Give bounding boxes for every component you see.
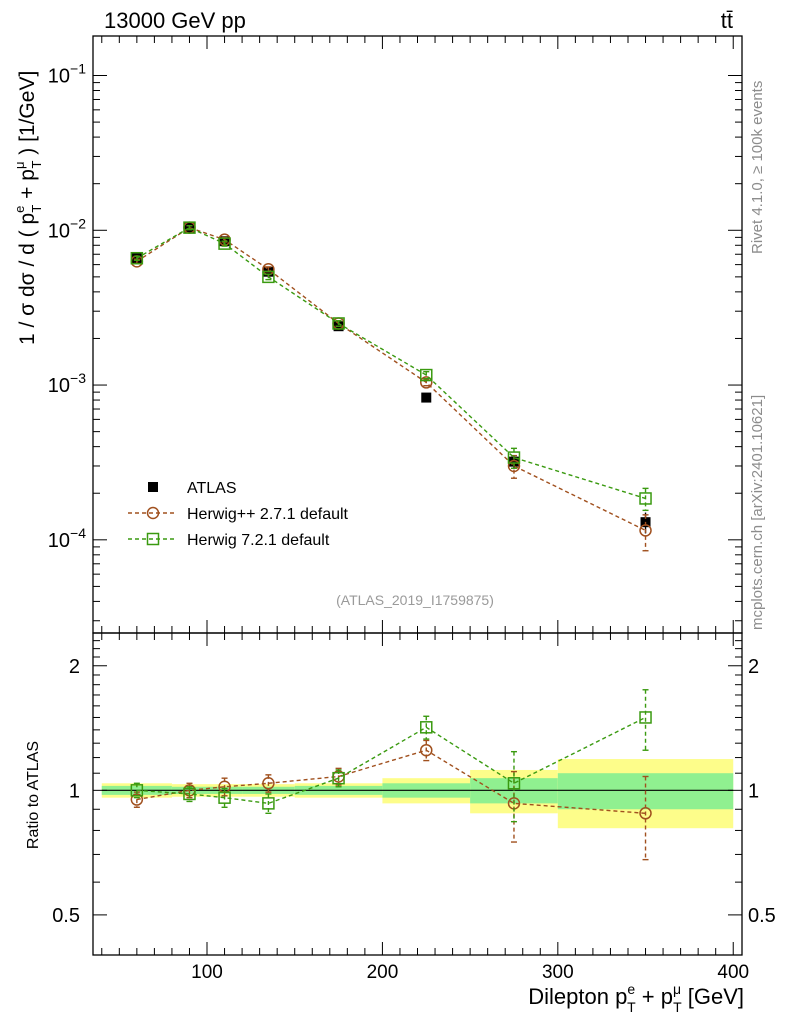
- legend-marker-measured: [148, 482, 158, 492]
- data-point-square: [507, 451, 521, 464]
- legend-item: Herwig++ 2.7.1 default: [128, 506, 349, 523]
- series-line: [136, 226, 646, 532]
- ratio-series: [130, 689, 652, 861]
- ratio-y-axis-title: Ratio to ATLAS: [25, 741, 42, 849]
- legend: ATLAS Herwig++ 2.7.1 default Herwig 7.2.1 …: [128, 480, 349, 549]
- ratio-y-tick-label-right: 1: [748, 780, 759, 802]
- ratio-y-tick-label-right: 0.5: [748, 905, 776, 927]
- data-point-square: [420, 721, 433, 734]
- data-point-measured: [508, 456, 519, 467]
- data-point-square: [262, 797, 275, 810]
- legend-item: ATLAS: [148, 480, 237, 497]
- ratio-axes: 100 200 300 400 2 2 1 1 0.5 0.5: [52, 632, 776, 983]
- legend-label: Herwig++ 2.7.1 default: [187, 506, 349, 523]
- data-point-square: [332, 771, 345, 785]
- ratio-plot-area: [101, 759, 734, 829]
- data-point-square: [420, 368, 433, 382]
- data-point-square: [146, 532, 160, 546]
- data-point-circle: [507, 459, 521, 473]
- data-point-square: [639, 711, 652, 724]
- x-axis-title: Dilepton pe T + pμ T [GeV]: [528, 981, 744, 1015]
- data-point-square: [130, 784, 144, 797]
- rivet-label: Rivet 4.1.0, ≥ 100k events: [749, 81, 766, 254]
- y-tick-label: 10−4: [48, 525, 86, 552]
- x-tick-label: 400: [717, 962, 749, 983]
- header-left: 13000 GeV pp: [104, 8, 246, 33]
- x-tick-label: 200: [367, 962, 399, 983]
- data-point-circle: [146, 506, 160, 520]
- data-point-square: [130, 251, 144, 265]
- header-right: tt̄: [721, 8, 733, 33]
- ratio-y-tick-label-right: 2: [748, 656, 759, 678]
- y-tick-label: 10−3: [48, 370, 86, 397]
- data-point-circle: [639, 807, 652, 820]
- series-line: [136, 226, 646, 500]
- ratio-y-tick-label: 1: [69, 780, 80, 802]
- data-point-square: [262, 270, 275, 284]
- data-point-square: [183, 221, 196, 234]
- legend-label: ATLAS: [187, 480, 237, 497]
- main-y-axis-title: 1 / σ dσ / d ( pe T + pμ T ) [1/GeV]: [12, 71, 44, 345]
- legend-label: Herwig 7.2.1 default: [187, 532, 330, 549]
- data-point-square: [332, 317, 345, 330]
- y-tick-label: 10−2: [48, 215, 86, 242]
- data-point-measured: [421, 392, 432, 403]
- data-point-square: [218, 791, 231, 804]
- x-tick-label: 300: [542, 962, 574, 983]
- data-point-square: [218, 237, 231, 250]
- main-axes: 10−1 10−2 10−3 10−4: [48, 35, 743, 634]
- data-point-square: [507, 777, 521, 790]
- main-series: [130, 221, 652, 552]
- analysis-watermark: (ATLAS_2019_I1759875): [336, 592, 494, 608]
- data-point-circle: [420, 376, 433, 389]
- mcplots-label: mcplots.cern.ch [arXiv:2401.10621]: [749, 395, 766, 630]
- ratio-y-tick-label: 0.5: [52, 905, 80, 927]
- data-point-square: [183, 787, 196, 801]
- data-point-circle: [420, 743, 433, 757]
- data-point-square: [639, 492, 652, 505]
- ratio-y-tick-label: 2: [69, 656, 80, 678]
- data-point-circle: [262, 777, 275, 790]
- y-tick-label: 10−1: [48, 61, 86, 88]
- legend-item: Herwig 7.2.1 default: [128, 532, 330, 549]
- x-tick-label: 100: [191, 962, 223, 983]
- data-point-circle: [639, 524, 652, 537]
